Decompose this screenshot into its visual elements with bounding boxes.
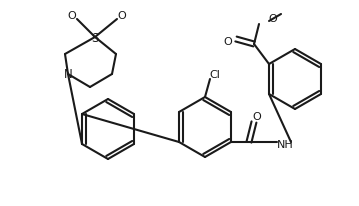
Text: Cl: Cl bbox=[210, 70, 220, 80]
Text: NH: NH bbox=[276, 139, 293, 149]
Text: O: O bbox=[67, 11, 76, 21]
Text: O: O bbox=[224, 37, 232, 47]
Text: O: O bbox=[253, 111, 261, 121]
Text: S: S bbox=[91, 31, 99, 44]
Text: O: O bbox=[269, 14, 278, 24]
Text: O: O bbox=[118, 11, 126, 21]
Text: N: N bbox=[64, 68, 73, 81]
